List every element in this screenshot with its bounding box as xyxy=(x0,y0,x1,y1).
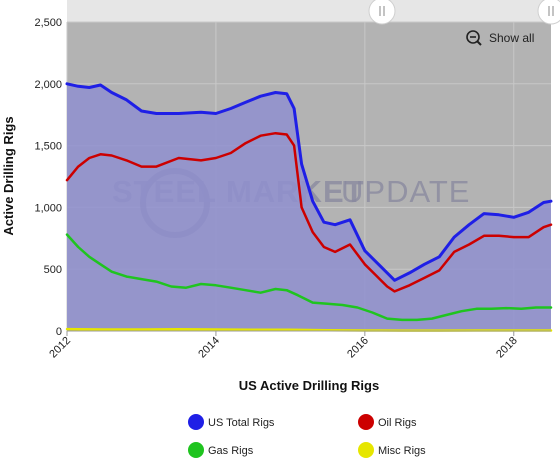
navigator-handle-right[interactable] xyxy=(537,0,560,25)
y-axis-title: Active Drilling Rigs xyxy=(1,116,16,235)
series-line-us-total-rigs[interactable] xyxy=(65,82,553,282)
x-tick-label: 2012 xyxy=(47,335,73,361)
show-all-button[interactable]: Show all xyxy=(460,27,542,49)
legend-item-oil-rigs[interactable]: Oil Rigs xyxy=(358,414,417,430)
legend-marker xyxy=(188,442,204,458)
legend: US Total Rigs Oil Rigs Gas Rigs Misc Rigs xyxy=(188,414,426,458)
x-tick-label: 2018 xyxy=(494,335,520,361)
series-line-oil-rigs[interactable] xyxy=(65,131,553,293)
legend-marker xyxy=(358,414,374,430)
legend-marker xyxy=(358,442,374,458)
y-tick-label: 0 xyxy=(56,326,62,338)
y-tick-label: 2,500 xyxy=(34,17,62,29)
legend-item-gas-rigs[interactable]: Gas Rigs xyxy=(188,442,254,458)
series-line-gas-rigs[interactable] xyxy=(65,233,553,322)
legend-marker xyxy=(188,414,204,430)
legend-item-misc-rigs[interactable]: Misc Rigs xyxy=(358,442,426,458)
legend-item-us-total-rigs[interactable]: US Total Rigs xyxy=(188,414,275,430)
legend-label: Oil Rigs xyxy=(378,417,417,429)
us-total-area-fill xyxy=(67,83,551,331)
y-tick-label: 500 xyxy=(44,264,62,276)
y-axis: 0 500 1,000 1,500 2,000 2,500 xyxy=(34,17,62,338)
x-axis-title: US Active Drilling Rigs xyxy=(239,378,379,393)
x-tick-label: 2014 xyxy=(196,335,222,361)
x-tick-label: 2016 xyxy=(345,335,371,361)
y-tick-label: 1,000 xyxy=(34,202,62,214)
legend-label: Misc Rigs xyxy=(378,445,426,457)
navigator-handle-left[interactable] xyxy=(368,0,396,25)
show-all-label: Show all xyxy=(489,31,534,45)
y-tick-label: 2,000 xyxy=(34,79,62,91)
series-line-misc-rigs[interactable] xyxy=(65,327,553,332)
legend-label: Gas Rigs xyxy=(208,445,254,457)
zoom-out-icon xyxy=(466,30,482,46)
x-axis: 2012 2014 2016 2018 xyxy=(47,331,520,360)
y-tick-label: 1,500 xyxy=(34,141,62,153)
series-lines xyxy=(65,82,553,332)
watermark-light-text: UPDATE xyxy=(341,174,470,209)
legend-label: US Total Rigs xyxy=(208,417,275,429)
navigator-band[interactable] xyxy=(67,0,551,22)
